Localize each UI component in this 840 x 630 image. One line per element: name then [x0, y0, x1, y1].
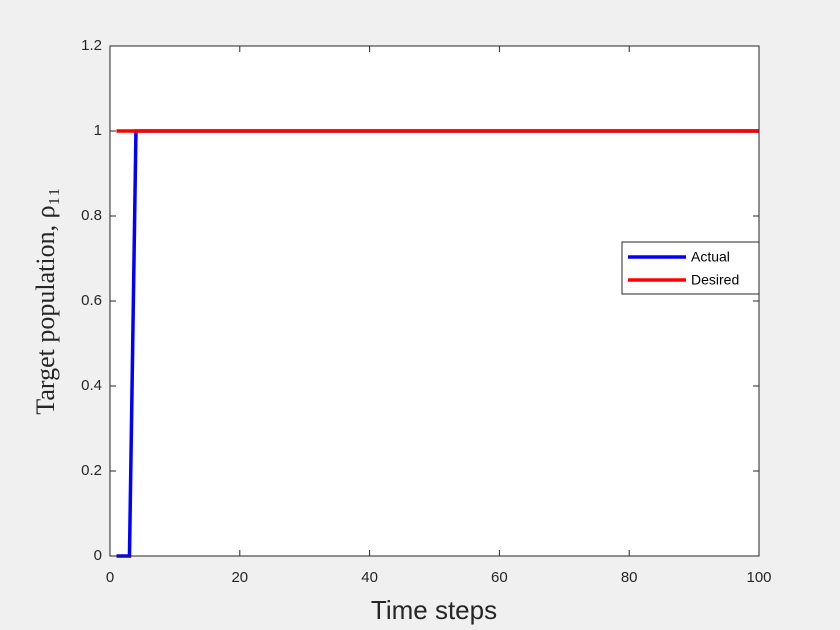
plot-area	[110, 46, 759, 556]
y-tick-label: 0.6	[81, 292, 102, 309]
y-tick-label: 0.4	[81, 377, 102, 394]
y-tick-label: 0.8	[81, 207, 102, 224]
x-axis-label: Time steps	[371, 595, 497, 625]
y-tick-label: 1.2	[81, 37, 102, 54]
y-axis-label: Target population, ρ₁₁	[31, 187, 60, 414]
y-tick-label: 1	[94, 122, 102, 139]
x-tick-label: 80	[621, 569, 638, 586]
y-tick-label: 0.2	[81, 462, 102, 479]
legend-label: Desired	[691, 272, 739, 288]
y-tick-label: 0	[94, 547, 102, 564]
x-tick-label: 40	[361, 569, 378, 586]
axes-box	[109, 45, 760, 557]
legend-box	[621, 241, 760, 295]
x-tick-label: 100	[746, 569, 771, 586]
legend-label: Actual	[691, 249, 730, 265]
x-tick-label: 0	[106, 569, 114, 586]
x-tick-label: 20	[231, 569, 248, 586]
x-tick-label: 60	[491, 569, 508, 586]
